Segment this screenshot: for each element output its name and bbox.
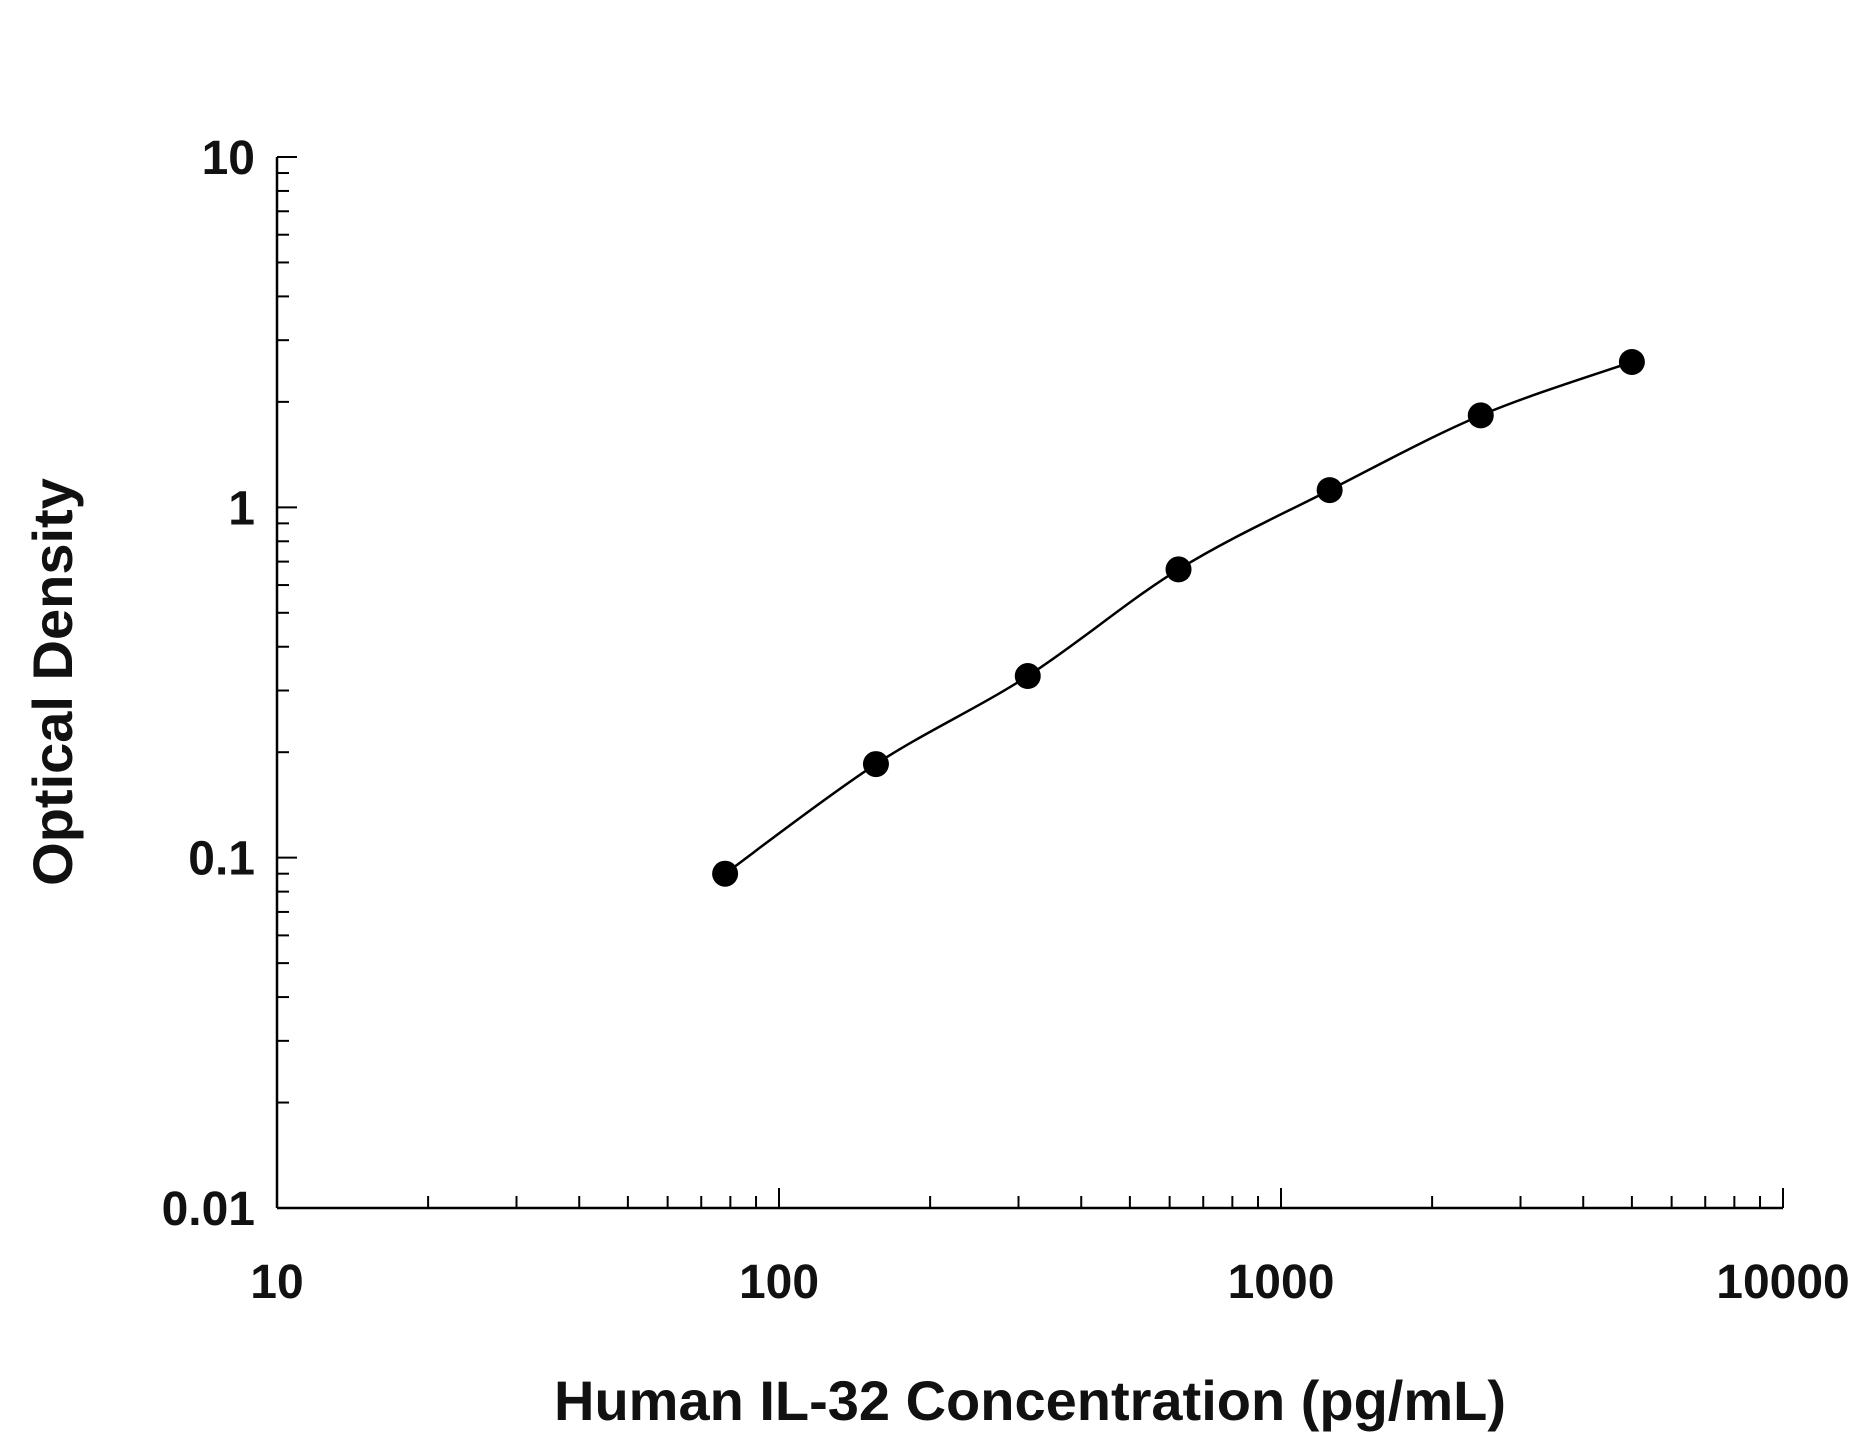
data-point <box>1014 663 1041 690</box>
x-tick-label: 10 <box>250 1256 303 1309</box>
data-point <box>1467 402 1494 429</box>
axis-ticks <box>276 156 1784 1209</box>
tick-labels: 10 100 1000 10000 0.01 0.1 1 10 <box>162 132 1850 1309</box>
y-axis-title: Optical Density <box>21 478 84 886</box>
x-tick-label: 100 <box>739 1256 819 1309</box>
y-tick-label: 0.1 <box>188 833 255 886</box>
data-point <box>712 860 739 887</box>
fit-curve <box>724 360 1633 875</box>
y-tick-label: 1 <box>228 482 255 535</box>
axes <box>275 157 1783 1210</box>
x-tick-label: 10000 <box>1716 1256 1849 1309</box>
data-point <box>1618 348 1645 375</box>
data-point <box>1316 477 1343 504</box>
data-point <box>1165 556 1192 583</box>
fit-curve-layer <box>724 360 1633 875</box>
data-point <box>862 751 889 778</box>
x-axis-title: Human IL-32 Concentration (pg/mL) <box>554 1369 1506 1432</box>
x-tick-label: 1000 <box>1228 1256 1335 1309</box>
y-tick-label: 0.01 <box>162 1183 255 1236</box>
y-tick-label: 10 <box>202 132 255 185</box>
data-points-layer <box>712 348 1645 887</box>
